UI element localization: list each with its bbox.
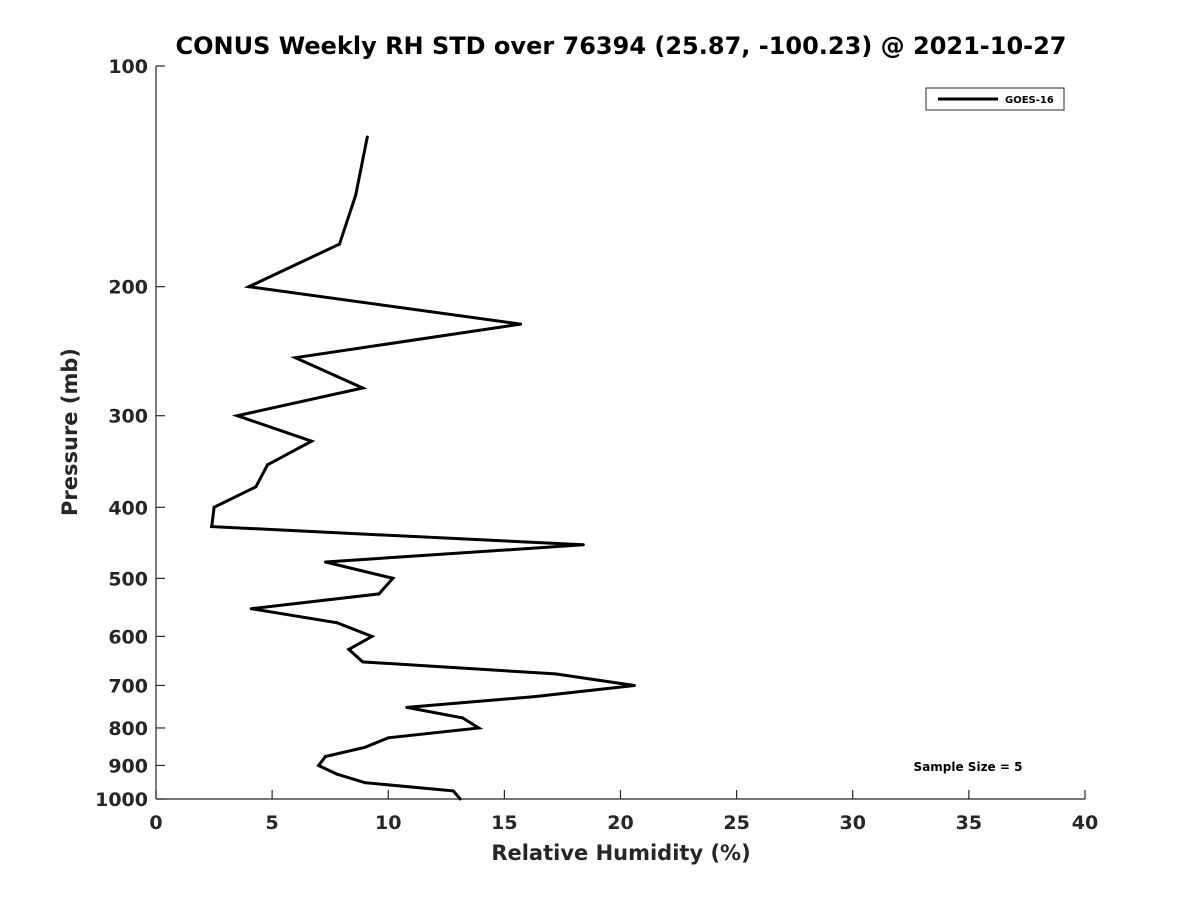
data-point — [361, 386, 365, 390]
legend-label: GOES-16 — [1005, 95, 1054, 106]
y-tick-label: 500 — [108, 568, 148, 590]
data-point — [370, 634, 374, 638]
data-point — [338, 242, 341, 246]
data-point — [363, 781, 367, 785]
series-line-goes-16 — [210, 136, 635, 800]
data-point — [324, 560, 327, 564]
sample-size-annotation: Sample Size = 5 — [914, 760, 1023, 774]
data-point — [249, 607, 253, 611]
data-point — [386, 736, 390, 740]
y-tick-label: 300 — [108, 406, 148, 428]
x-tick-label: 30 — [840, 812, 866, 834]
x-tick-label: 15 — [491, 812, 517, 834]
data-point — [391, 576, 395, 580]
x-tick-label: 5 — [266, 812, 279, 834]
data-point — [335, 621, 339, 625]
y-axis-label: Pressure (mb) — [58, 348, 82, 516]
data-point — [361, 660, 365, 664]
y-tick-label: 400 — [108, 497, 148, 519]
data-point — [632, 684, 636, 687]
data-point — [266, 463, 269, 467]
data-point — [461, 716, 465, 720]
data-point — [354, 193, 358, 197]
data-point — [293, 356, 297, 360]
data-point — [347, 647, 351, 651]
data-point — [451, 789, 455, 793]
x-tick-label: 10 — [375, 812, 401, 834]
data-point — [533, 695, 537, 699]
y-tick-label: 600 — [108, 626, 148, 648]
legend: GOES-16 — [925, 87, 1065, 111]
x-tick-label: 0 — [149, 812, 162, 834]
y-tick-label: 800 — [108, 718, 148, 740]
data-point — [317, 764, 321, 767]
y-tick-label: 100 — [108, 56, 148, 78]
y-tick-label: 900 — [108, 755, 148, 777]
plot-area: 0 5 10 15 20 25 30 35 40 100 200 300 400 500 600 700 800… — [95, 56, 1098, 834]
data-point — [247, 285, 251, 289]
x-tick-label: 20 — [607, 812, 633, 834]
data-point — [458, 797, 462, 801]
x-tick-label: 25 — [723, 812, 749, 834]
x-tick-label: 35 — [956, 812, 982, 834]
data-point — [477, 726, 481, 730]
data-point — [212, 505, 216, 509]
data-point — [235, 414, 239, 418]
chart-title: CONUS Weekly RH STD over 76394 (25.87, -… — [175, 32, 1066, 60]
y-tick-label: 1000 — [95, 789, 148, 811]
data-point — [554, 672, 557, 676]
y-tick-label: 200 — [108, 277, 148, 299]
data-point — [324, 755, 327, 758]
data-point — [377, 592, 381, 596]
data-point — [310, 439, 314, 443]
data-point — [405, 705, 409, 709]
data-point — [335, 772, 339, 776]
data-point — [363, 745, 367, 749]
data-point — [581, 543, 585, 547]
data-point — [210, 525, 214, 529]
data-point — [519, 322, 523, 326]
data-point — [365, 135, 369, 139]
x-axis-label: Relative Humidity (%) — [491, 841, 750, 865]
x-tick-label: 40 — [1072, 812, 1098, 834]
data-point — [254, 485, 258, 489]
y-tick-label: 700 — [108, 675, 148, 697]
